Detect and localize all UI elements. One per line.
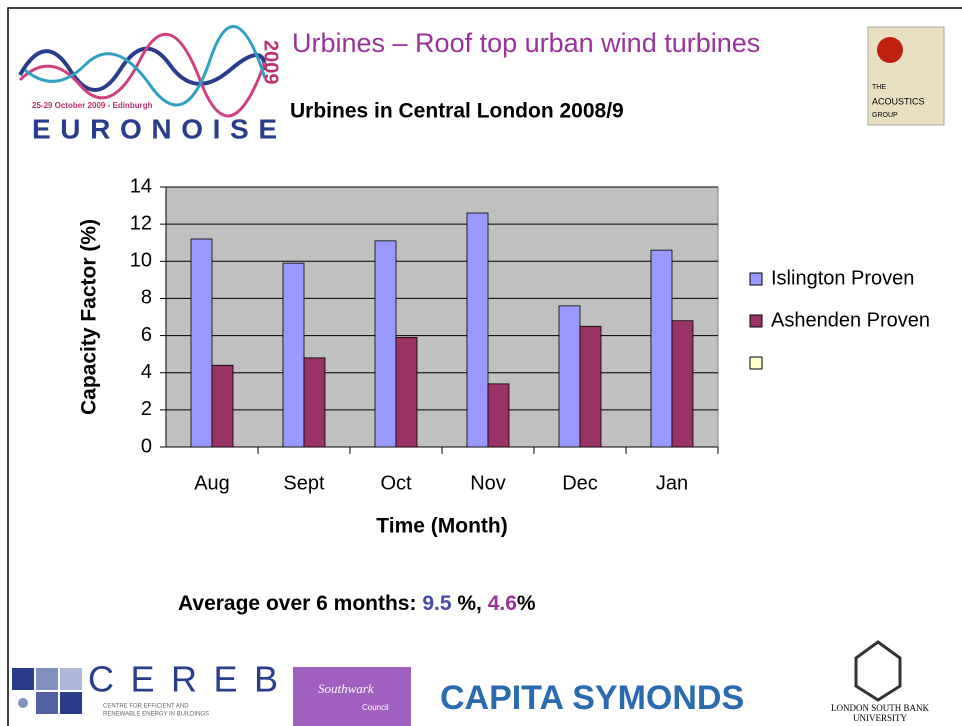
cereb-sub-2: RENEWABLE ENERGY IN BUILDINGS: [103, 712, 209, 718]
bar: [650, 249, 673, 448]
bar: [395, 337, 418, 448]
x-tick-label: Oct: [380, 472, 412, 494]
x-tick-label: Dec: [562, 472, 598, 494]
lsbu-logo: LONDON SOUTH BANK UNIVERSITY: [831, 640, 929, 723]
slide-title: Urbines – Roof top urban wind turbines: [292, 28, 760, 58]
legend-swatch: [749, 272, 763, 286]
x-tick-label: Sept: [283, 472, 325, 494]
bar: [466, 212, 489, 448]
x-axis-label: Time (Month): [376, 515, 507, 538]
plot-area: [165, 186, 719, 448]
euronoise-year: 2009: [260, 40, 282, 85]
acoustics-group: GROUP: [872, 112, 898, 119]
cereb-text: CEREB: [88, 659, 278, 700]
bar: [374, 240, 397, 448]
x-tick-label: Jan: [656, 472, 688, 494]
y-tick-label: 12: [130, 212, 152, 234]
y-tick-label: 8: [141, 287, 152, 309]
average-second: 4.6: [488, 592, 517, 615]
legend-empty-swatch: [749, 356, 763, 370]
y-tick-label: 14: [130, 175, 152, 197]
y-tick-label: 10: [130, 250, 152, 272]
slide-border: [7, 7, 962, 726]
capita-logo: CAPITA SYMONDS: [440, 679, 744, 717]
lsbu-line-2: UNIVERSITY: [853, 713, 907, 723]
y-tick-label: 0: [141, 435, 152, 457]
cereb-logo: CEREB CENTRE FOR EFFICIENT AND RENEWABLE…: [12, 659, 278, 718]
euronoise-text: EURONOISE: [32, 113, 277, 144]
bar: [282, 262, 305, 448]
x-tick-label: Nov: [470, 472, 506, 494]
bar: [671, 320, 694, 448]
euronoise-date: 25-29 October 2009 - Edinburgh: [32, 101, 153, 110]
average-first-unit: %,: [457, 592, 482, 615]
legend-swatch: [749, 314, 763, 328]
bar: [211, 364, 234, 448]
average-first: 9.5: [422, 592, 452, 615]
y-tick-label: 2: [141, 398, 152, 420]
y-axis-label: Capacity Factor (%): [78, 219, 101, 415]
slide-subtitle: Urbines in Central London 2008/9: [290, 100, 624, 123]
acoustics-the: THE: [872, 84, 886, 91]
southwark-council: Council: [362, 703, 389, 712]
legend-label: Islington Proven: [771, 267, 914, 289]
average-second-unit: %: [517, 592, 536, 615]
southwark-logo: Southwark Council: [293, 667, 411, 726]
euronoise-logo: 25-29 October 2009 - Edinburgh EURONOISE…: [18, 25, 282, 144]
average-prefix: Average over 6 months:: [178, 592, 416, 615]
x-tick-label: Aug: [194, 472, 230, 494]
bar: [303, 357, 326, 448]
southwark-text: Southwark: [318, 681, 374, 696]
acoustics-logo: THE ACOUSTICS GROUP: [867, 26, 945, 126]
y-tick-label: 6: [141, 324, 152, 346]
legend-label: Ashenden Proven: [771, 309, 930, 331]
cereb-sub-1: CENTRE FOR EFFICIENT AND: [103, 704, 189, 710]
bar: [558, 305, 581, 448]
lsbu-line-1: LONDON SOUTH BANK: [831, 703, 929, 713]
bar: [190, 238, 213, 448]
bar: [487, 383, 510, 448]
bar: [579, 325, 602, 448]
y-tick-label: 4: [141, 361, 152, 383]
average-text: Average over 6 months: 9.5 %, 4.6%: [178, 592, 536, 615]
acoustics-name: ACOUSTICS: [872, 96, 925, 106]
chart: 0 2 4 6 8 10 12 14 Aug Sept Oct Nov Dec Jan Time (Mont…: [78, 175, 930, 537]
